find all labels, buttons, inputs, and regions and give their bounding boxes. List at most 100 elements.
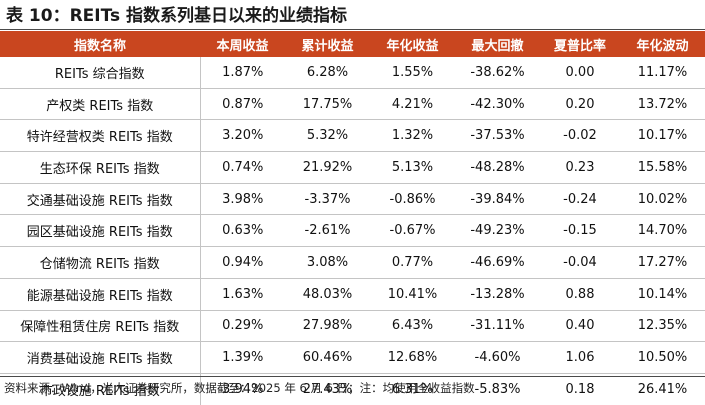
cell-sharpe-ratio: -0.24 bbox=[540, 183, 620, 216]
cell-annualized-return: 4.21% bbox=[370, 88, 455, 121]
table-row: 特许经营权类 REITs 指数 3.20% 5.32% 1.32% -37.53% -0.… bbox=[0, 119, 705, 153]
cell-cumulative-return: 60.46% bbox=[285, 341, 370, 374]
cell-cumulative-return: 21.92% bbox=[285, 151, 370, 184]
cell-sharpe-ratio: 1.06 bbox=[540, 341, 620, 374]
cell-index-name: 能源基础设施 REITs 指数 bbox=[0, 278, 201, 311]
cell-cumulative-return: 3.08% bbox=[285, 246, 370, 279]
cell-index-name: 消费基础设施 REITs 指数 bbox=[0, 341, 201, 374]
cell-annualized-return: 10.41% bbox=[370, 278, 455, 311]
cell-weekly-return: 0.29% bbox=[200, 310, 285, 343]
cell-max-drawdown: -38.62% bbox=[455, 57, 540, 89]
cell-annualized-return: -0.86% bbox=[370, 183, 455, 216]
cell-annualized-return: 0.77% bbox=[370, 246, 455, 279]
title-divider bbox=[0, 29, 705, 30]
table-row: 产权类 REITs 指数 0.87% 17.75% 4.21% -42.30% 0.20 1… bbox=[0, 88, 705, 121]
cell-annualized-volatility: 11.17% bbox=[620, 57, 705, 89]
reits-performance-table: 指数名称 本周收益 累计收益 年化收益 最大回撤 夏普比率 年化波动 REITs… bbox=[0, 31, 705, 405]
cell-cumulative-return: 27.43% bbox=[302, 381, 353, 397]
cell-index-name: 交通基础设施 REITs 指数 bbox=[0, 183, 201, 216]
cell-max-drawdown: -13.28% bbox=[455, 278, 540, 311]
table-row: 生态环保 REITs 指数 0.74% 21.92% 5.13% -48.28% 0.23… bbox=[0, 151, 705, 184]
cell-index-name: 园区基础设施 REITs 指数 bbox=[0, 214, 201, 248]
cell-annualized-return: 6.43% bbox=[370, 310, 455, 343]
table-row: REITs 综合指数 1.87% 6.28% 1.55% -38.62% 0.00 11.1… bbox=[0, 57, 705, 89]
header-weekly-return: 本周收益 bbox=[200, 31, 285, 57]
cell-sharpe-ratio: 0.00 bbox=[540, 57, 620, 89]
table-body: REITs 综合指数 1.87% 6.28% 1.55% -38.62% 0.00 11.1… bbox=[0, 57, 705, 405]
cell-max-drawdown: -31.11% bbox=[455, 310, 540, 343]
cell-sharpe-ratio: -0.04 bbox=[540, 246, 620, 279]
cell-max-drawdown: -42.30% bbox=[455, 88, 540, 121]
cell-annualized-return: -0.67% bbox=[370, 214, 455, 248]
cell-sharpe-ratio: -0.15 bbox=[540, 214, 620, 248]
cell-index-name: 市政设施 REITs 指数 bbox=[0, 373, 201, 405]
cell-sharpe-ratio: 0.40 bbox=[540, 310, 620, 343]
cell-annualized-volatility: 15.58% bbox=[620, 151, 705, 184]
cell-max-drawdown: -4.60% bbox=[455, 341, 540, 374]
cell-max-drawdown: -39.84% bbox=[455, 183, 540, 216]
cell-index-name: 生态环保 REITs 指数 bbox=[0, 151, 201, 184]
cell-max-drawdown: -49.23% bbox=[455, 214, 540, 248]
cell-weekly-return: 0.87% bbox=[200, 88, 285, 121]
cell-index-name: 仓储物流 REITs 指数 bbox=[0, 246, 201, 279]
cell-cumulative-return: -2.61% bbox=[285, 214, 370, 248]
cell-cumulative-return: 6.28% bbox=[285, 57, 370, 89]
table-row: 能源基础设施 REITs 指数 1.63% 48.03% 10.41% -13.28% 0… bbox=[0, 278, 705, 311]
cell-annualized-volatility: 17.27% bbox=[620, 246, 705, 279]
cell-annualized-return: 6.31% bbox=[391, 381, 434, 397]
cell-index-name: 产权类 REITs 指数 bbox=[0, 88, 201, 121]
cell-max-drawdown: -5.83% bbox=[474, 381, 521, 397]
cell-annualized-volatility: 12.35% bbox=[620, 310, 705, 343]
cell-weekly-return: 3.98% bbox=[200, 183, 285, 216]
cell-annualized-volatility: 10.14% bbox=[620, 278, 705, 311]
cell-weekly-return: 1.63% bbox=[200, 278, 285, 311]
cell-cumulative-return: 27.98% bbox=[285, 310, 370, 343]
header-max-drawdown: 最大回撤 bbox=[455, 31, 540, 57]
table-row: 消费基础设施 REITs 指数 1.39% 60.46% 12.68% -4.60% 1.… bbox=[0, 341, 705, 374]
bottom-divider bbox=[0, 376, 705, 377]
cell-weekly-return: 1.87% bbox=[200, 57, 285, 89]
cell-weekly-return: 3.20% bbox=[200, 119, 285, 153]
cell-annualized-volatility: 10.50% bbox=[620, 341, 705, 374]
cell-annualized-return: 1.55% bbox=[370, 57, 455, 89]
cell-max-drawdown: -48.28% bbox=[455, 151, 540, 184]
cell-cumulative-return: 17.75% bbox=[285, 88, 370, 121]
cell-weekly-return: 1.39% bbox=[200, 341, 285, 374]
cell-weekly-return: 3.94% bbox=[222, 381, 264, 397]
cell-index-name: REITs 综合指数 bbox=[0, 57, 201, 89]
table-row: 市政设施 REITs 指数 3.94% 27.43% 6.31% -5.83% 0.18 2… bbox=[0, 373, 705, 405]
header-row: 指数名称 本周收益 累计收益 年化收益 最大回撤 夏普比率 年化波动 bbox=[0, 31, 705, 57]
cell-cumulative-return: -3.37% bbox=[285, 183, 370, 216]
table-row: 交通基础设施 REITs 指数 3.98% -3.37% -0.86% -39.84% -… bbox=[0, 183, 705, 216]
cell-sharpe-ratio: 0.88 bbox=[540, 278, 620, 311]
header-cumulative-return: 累计收益 bbox=[285, 31, 370, 57]
cell-max-drawdown: -46.69% bbox=[455, 246, 540, 279]
cell-sharpe-ratio: 0.20 bbox=[540, 88, 620, 121]
cell-annualized-volatility: 10.17% bbox=[620, 119, 705, 153]
cell-sharpe-ratio: 0.18 bbox=[565, 381, 595, 397]
cell-index-name: 特许经营权类 REITs 指数 bbox=[0, 119, 201, 153]
cell-annualized-volatility: 13.72% bbox=[620, 88, 705, 121]
table-row: 仓储物流 REITs 指数 0.94% 3.08% 0.77% -46.69% -0.04… bbox=[0, 246, 705, 279]
cell-annualized-return: 12.68% bbox=[370, 341, 455, 374]
table-row: 保障性租赁住房 REITs 指数 0.29% 27.98% 6.43% -31.11% 0… bbox=[0, 310, 705, 343]
header-annualized-volatility: 年化波动 bbox=[620, 31, 705, 57]
cell-index-name: 保障性租赁住房 REITs 指数 bbox=[0, 310, 201, 343]
cell-weekly-return: 0.94% bbox=[200, 246, 285, 279]
cell-cumulative-return: 5.32% bbox=[285, 119, 370, 153]
cell-sharpe-ratio: -0.02 bbox=[540, 119, 620, 153]
cell-annualized-return: 5.13% bbox=[370, 151, 455, 184]
cell-annualized-return: 1.32% bbox=[370, 119, 455, 153]
header-index-name: 指数名称 bbox=[0, 31, 200, 57]
cell-weekly-return: 0.63% bbox=[200, 214, 285, 248]
source-footnote: 资料来源：Wind，光大证券研究所，数据截至：2025 年 6 月 6 日；注：… bbox=[4, 381, 475, 395]
cell-annualized-volatility: 14.70% bbox=[620, 214, 705, 248]
table-row: 园区基础设施 REITs 指数 0.63% -2.61% -0.67% -49.23% -… bbox=[0, 214, 705, 248]
table-title: 表 10：REITs 指数系列基日以来的业绩指标 bbox=[6, 6, 347, 26]
cell-annualized-volatility: 26.41% bbox=[637, 381, 688, 397]
table-header: 指数名称 本周收益 累计收益 年化收益 最大回撤 夏普比率 年化波动 bbox=[0, 31, 705, 57]
cell-weekly-return: 0.74% bbox=[200, 151, 285, 184]
cell-sharpe-ratio: 0.23 bbox=[540, 151, 620, 184]
cell-max-drawdown: -37.53% bbox=[455, 119, 540, 153]
header-annualized-return: 年化收益 bbox=[370, 31, 455, 57]
